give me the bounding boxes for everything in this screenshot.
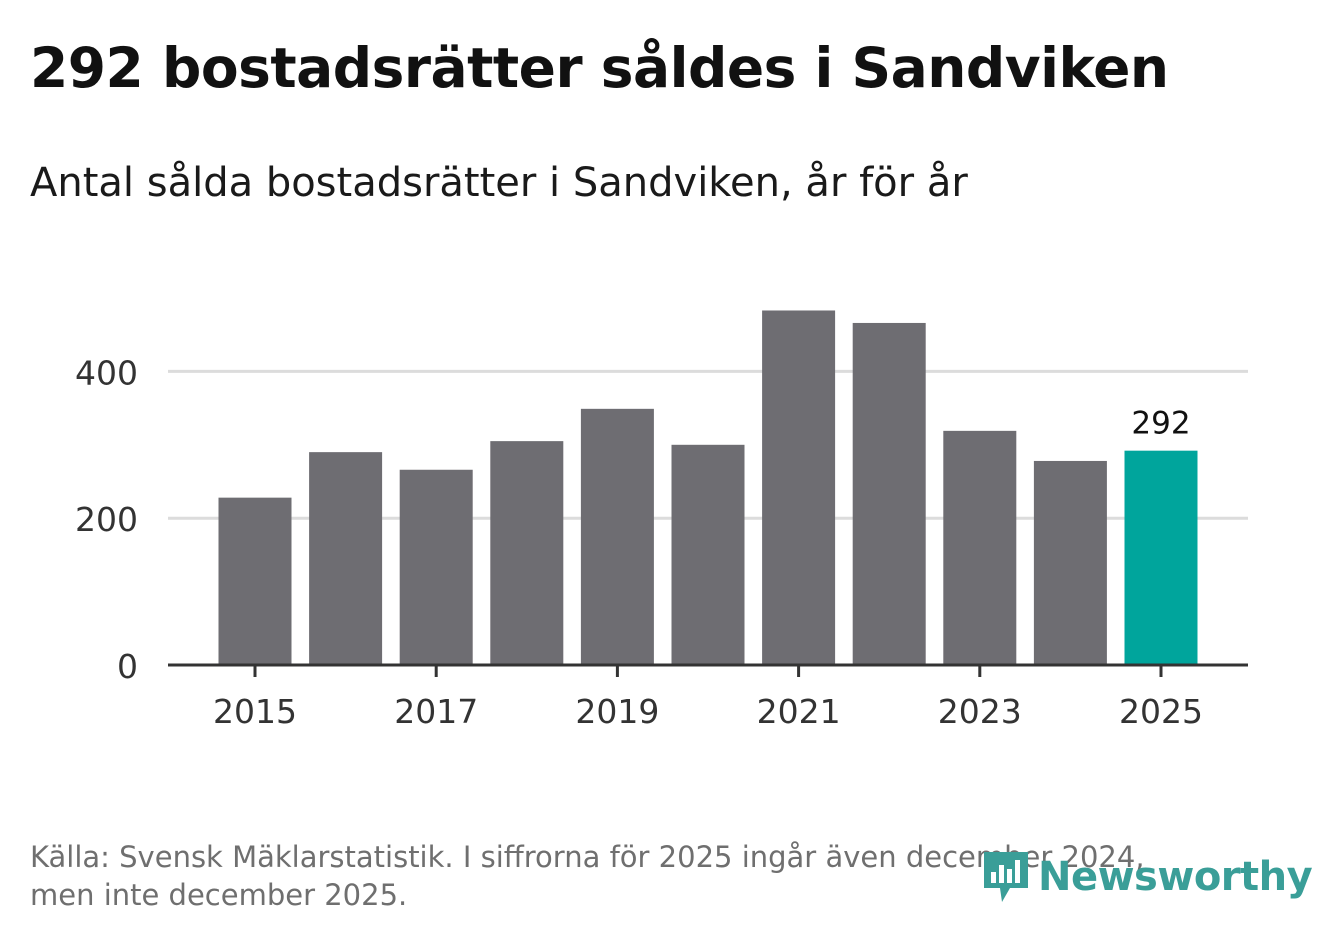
x-tick-label: 2017 — [394, 692, 478, 731]
bar-2020 — [671, 444, 745, 665]
bar-2022 — [852, 322, 926, 665]
bar-chart-speech-bubble-icon — [984, 852, 1028, 902]
logo-text: Newsworthy — [1038, 854, 1313, 900]
bar-2024 — [1033, 460, 1107, 665]
y-tick-label: 0 — [117, 647, 138, 686]
x-tick-label: 2019 — [575, 692, 659, 731]
bar-2021 — [762, 310, 836, 665]
chart-title: 292 bostadsrätter såldes i Sandviken — [30, 36, 1169, 100]
bar-2017 — [399, 469, 473, 665]
source-note-line-2: men inte december 2025. — [30, 878, 408, 912]
data-label-2025: 292 — [1131, 406, 1190, 442]
newsworthy-logo: Newsworthy — [980, 846, 1313, 908]
bar-2019 — [580, 408, 654, 665]
source-note: Källa: Svensk Mäklarstatistik. I siffror… — [30, 838, 1250, 914]
bar-2016 — [309, 452, 383, 665]
bar-2018 — [490, 441, 564, 665]
bar-2023 — [943, 430, 1017, 665]
bar-2025 — [1124, 450, 1198, 665]
bar-2015 — [218, 497, 292, 665]
y-tick-label: 200 — [75, 500, 138, 539]
y-tick-label: 400 — [75, 353, 138, 392]
source-note-line-1: Källa: Svensk Mäklarstatistik. I siffror… — [30, 840, 1145, 874]
x-tick-label: 2021 — [757, 692, 841, 731]
x-tick-label: 2015 — [213, 692, 297, 731]
x-tick-label: 2025 — [1119, 692, 1203, 731]
chart-subtitle: Antal sålda bostadsrätter i Sandviken, å… — [30, 160, 968, 206]
x-tick-label: 2023 — [938, 692, 1022, 731]
